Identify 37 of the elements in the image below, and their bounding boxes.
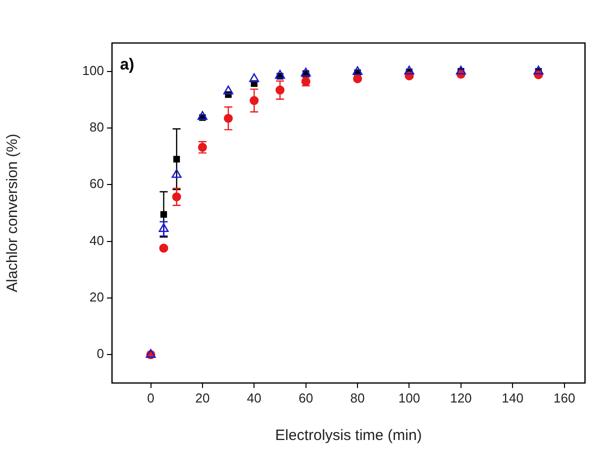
point (456, 66, 466, 74)
x-tick-label: 100 (398, 390, 420, 406)
y-tick-label: 0 (96, 346, 104, 362)
x-tick-label: 80 (350, 390, 365, 406)
point (276, 86, 285, 95)
x-tick-label: 140 (502, 390, 524, 406)
x-axis-title: Electrolysis time (min) (275, 427, 422, 444)
point (197, 111, 208, 120)
x-tick-label: 60 (298, 390, 314, 406)
point (160, 211, 168, 218)
point (173, 156, 180, 162)
y-tick-label: 60 (90, 176, 104, 192)
point (533, 66, 544, 74)
annotation: a) (120, 56, 134, 74)
point (353, 74, 362, 84)
point (275, 70, 285, 79)
x-tick-label: 0 (147, 390, 154, 406)
y-tick-label: 80 (90, 120, 104, 135)
x-tick-label: 40 (246, 390, 262, 406)
point (249, 73, 260, 82)
point (250, 96, 259, 106)
y-axis-title: Alachlor conversion (%) (4, 134, 22, 292)
point (158, 223, 169, 232)
x-tick-label: 120 (450, 390, 472, 406)
point (159, 244, 168, 253)
point (300, 68, 311, 76)
point (172, 192, 182, 202)
point (223, 86, 234, 94)
y-tick-label: 100 (82, 62, 104, 78)
point (404, 66, 414, 74)
y-tick-label: 40 (90, 232, 104, 248)
point (224, 114, 233, 123)
x-tick-label: 20 (195, 390, 210, 406)
point (172, 169, 182, 178)
y-tick-label: 20 (90, 290, 104, 305)
point (352, 66, 363, 76)
x-tick-label: 160 (553, 390, 576, 406)
